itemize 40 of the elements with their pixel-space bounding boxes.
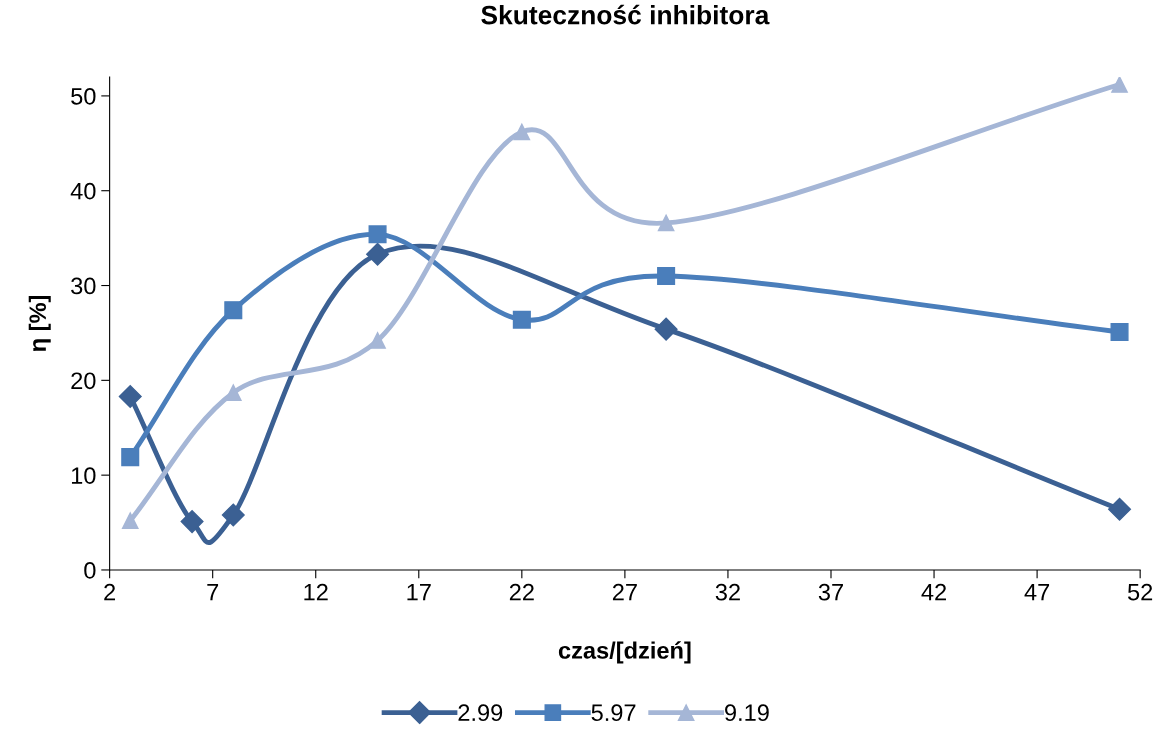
x-tick-label: 22 xyxy=(509,583,534,601)
point xyxy=(657,214,675,232)
chart-title: Skuteczność inhibitora xyxy=(481,4,770,25)
point xyxy=(221,503,245,527)
x-tick-label: 12 xyxy=(304,583,328,601)
x-tick-label: 47 xyxy=(1024,584,1050,601)
legend-label: 2.99 xyxy=(458,704,503,722)
x-tick-label: 52 xyxy=(1127,583,1153,601)
x-tick-label: 42 xyxy=(921,583,946,601)
point xyxy=(180,510,204,534)
point xyxy=(366,242,390,266)
x-axis-title: czas/[dzień] xyxy=(558,641,691,664)
y-tick-label: 10 xyxy=(71,467,96,484)
x-tick-label: 32 xyxy=(715,583,740,601)
legend-label: 5.97 xyxy=(591,704,636,722)
point xyxy=(512,310,531,329)
y-tick-label: 0 xyxy=(84,562,96,579)
x-tick-label: 27 xyxy=(612,583,637,601)
y-tick-label: 40 xyxy=(70,182,96,200)
x-tick-label: 2 xyxy=(104,583,116,601)
point xyxy=(1111,76,1128,93)
point xyxy=(369,332,386,349)
x-tick-label: 37 xyxy=(818,583,843,601)
y-tick-label: 30 xyxy=(71,277,96,295)
point xyxy=(121,512,139,529)
legend-label: 9.19 xyxy=(725,704,769,722)
point xyxy=(513,123,531,141)
point xyxy=(224,301,243,320)
point xyxy=(1110,322,1129,342)
point xyxy=(368,225,387,244)
point xyxy=(657,267,676,286)
point xyxy=(654,317,678,341)
x-tick-label: 7 xyxy=(207,584,219,601)
point xyxy=(121,448,140,467)
y-tick-label: 20 xyxy=(71,372,96,390)
x-tick-label: 17 xyxy=(407,584,431,601)
y-axis-title: η [%] xyxy=(28,295,51,352)
y-tick-label: 50 xyxy=(71,87,96,105)
point xyxy=(1108,497,1132,521)
point xyxy=(118,384,142,408)
